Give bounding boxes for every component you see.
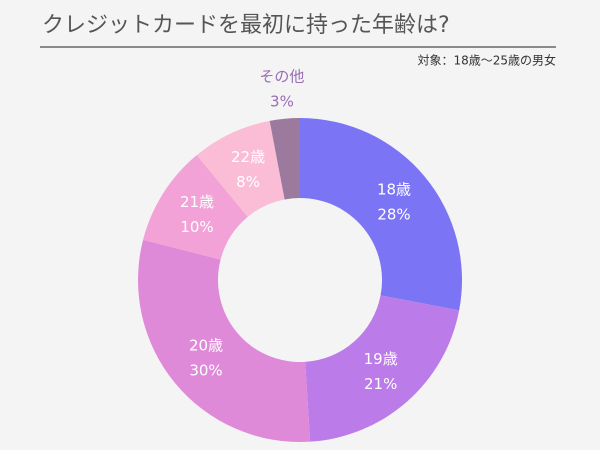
- donut-slice: [143, 155, 248, 260]
- slice-category-label: 19歳: [364, 350, 398, 368]
- chart-subtitle: 対象：18歳〜25歳の男女: [417, 53, 556, 68]
- donut-slice: [269, 118, 300, 200]
- slice-value-label: 10%: [180, 218, 213, 236]
- donut-slice: [138, 239, 311, 442]
- slice-value-label: 21%: [364, 375, 397, 393]
- donut-slice: [300, 118, 462, 311]
- slice-value-label: 30%: [189, 361, 222, 379]
- slice-category-label: 21歳: [180, 193, 214, 211]
- slice-value-label: 3%: [270, 92, 294, 110]
- slice-category-label: 22歳: [231, 148, 265, 166]
- slice-category-label: 20歳: [189, 336, 223, 354]
- donut-slice: [196, 120, 285, 217]
- slice-value-label: 28%: [377, 206, 410, 224]
- slice-category-label: 18歳: [377, 181, 411, 199]
- chart-title: クレジットカードを最初に持った年齢は?: [42, 13, 450, 38]
- slice-category-label: その他: [259, 67, 304, 85]
- slice-value-label: 8%: [236, 173, 260, 191]
- donut-slice: [305, 295, 460, 442]
